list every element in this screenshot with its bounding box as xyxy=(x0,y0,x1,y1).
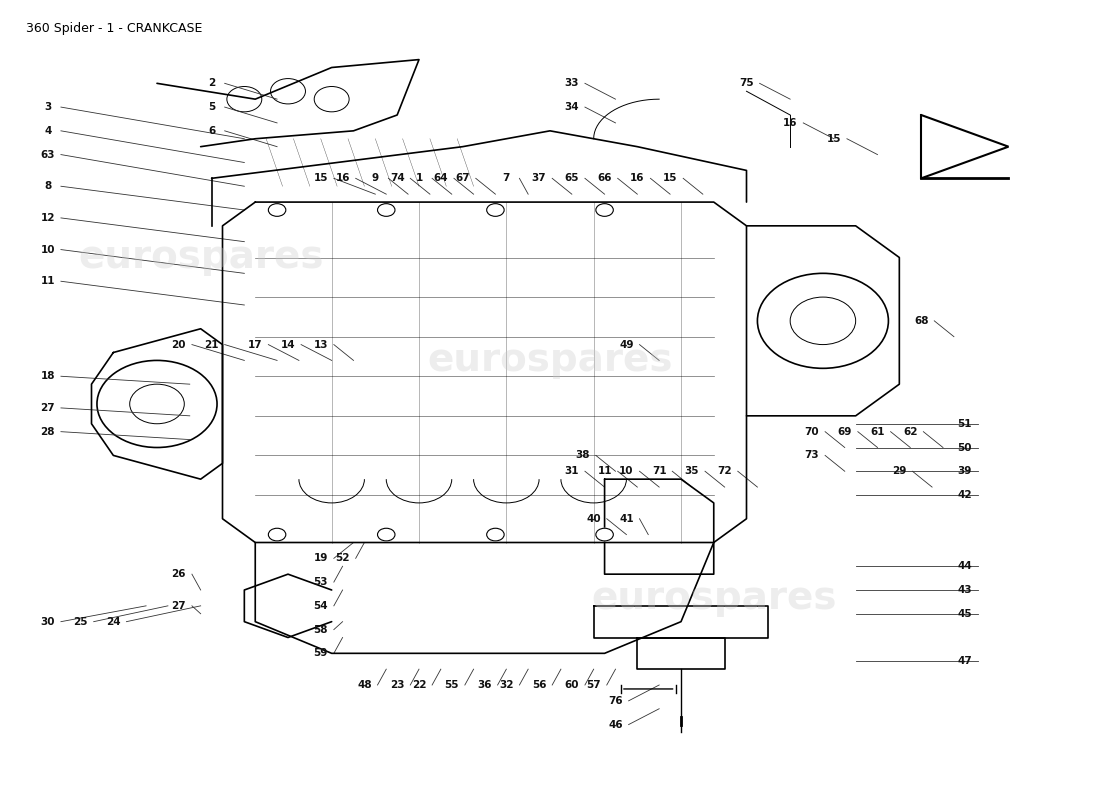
Text: 69: 69 xyxy=(837,426,851,437)
Text: 16: 16 xyxy=(783,118,798,128)
Text: 13: 13 xyxy=(314,339,328,350)
Text: 5: 5 xyxy=(208,102,216,112)
Text: 58: 58 xyxy=(314,625,328,634)
Text: 42: 42 xyxy=(957,490,972,500)
Text: 61: 61 xyxy=(870,426,884,437)
Text: 62: 62 xyxy=(903,426,917,437)
Text: 1: 1 xyxy=(416,174,422,183)
Text: 41: 41 xyxy=(619,514,634,524)
Text: 33: 33 xyxy=(564,78,579,88)
Text: 360 Spider - 1 - CRANKCASE: 360 Spider - 1 - CRANKCASE xyxy=(26,22,202,35)
Text: 55: 55 xyxy=(444,680,459,690)
Text: 64: 64 xyxy=(433,174,448,183)
Text: 10: 10 xyxy=(619,466,634,476)
Text: 76: 76 xyxy=(608,696,623,706)
Text: 38: 38 xyxy=(575,450,590,461)
Text: 27: 27 xyxy=(172,601,186,611)
Text: 44: 44 xyxy=(957,562,972,571)
Text: 7: 7 xyxy=(503,174,510,183)
Text: 15: 15 xyxy=(314,174,328,183)
Circle shape xyxy=(377,528,395,541)
Text: 34: 34 xyxy=(564,102,579,112)
Text: 67: 67 xyxy=(455,174,470,183)
Text: 20: 20 xyxy=(172,339,186,350)
Text: 16: 16 xyxy=(336,174,350,183)
Text: 53: 53 xyxy=(314,577,328,587)
Text: 51: 51 xyxy=(958,418,972,429)
Text: 57: 57 xyxy=(586,680,601,690)
Text: 54: 54 xyxy=(314,601,328,611)
Text: eurospares: eurospares xyxy=(591,579,836,617)
Text: 6: 6 xyxy=(208,126,216,136)
Text: 75: 75 xyxy=(739,78,754,88)
Text: 23: 23 xyxy=(389,680,405,690)
Text: 2: 2 xyxy=(208,78,216,88)
Text: 56: 56 xyxy=(531,680,547,690)
Text: 19: 19 xyxy=(314,554,328,563)
Circle shape xyxy=(268,204,286,216)
Circle shape xyxy=(377,204,395,216)
Text: 14: 14 xyxy=(280,339,295,350)
Text: 40: 40 xyxy=(586,514,601,524)
Text: 47: 47 xyxy=(957,656,972,666)
Text: 4: 4 xyxy=(44,126,52,136)
Text: 10: 10 xyxy=(41,245,55,254)
Text: 72: 72 xyxy=(717,466,732,476)
Text: 28: 28 xyxy=(41,426,55,437)
Text: 9: 9 xyxy=(372,174,378,183)
Circle shape xyxy=(486,204,504,216)
Text: 60: 60 xyxy=(564,680,579,690)
Circle shape xyxy=(596,528,614,541)
Circle shape xyxy=(268,528,286,541)
Text: 31: 31 xyxy=(564,466,579,476)
Text: 71: 71 xyxy=(652,466,667,476)
Text: 21: 21 xyxy=(205,339,219,350)
Text: 73: 73 xyxy=(805,450,820,461)
Text: 24: 24 xyxy=(106,617,121,626)
Text: 11: 11 xyxy=(597,466,612,476)
Text: 66: 66 xyxy=(597,174,612,183)
Text: 32: 32 xyxy=(499,680,514,690)
Text: 63: 63 xyxy=(41,150,55,159)
Text: 43: 43 xyxy=(957,585,972,595)
Text: 70: 70 xyxy=(805,426,820,437)
Circle shape xyxy=(596,204,614,216)
Text: 45: 45 xyxy=(957,609,972,618)
Text: 26: 26 xyxy=(172,569,186,579)
Text: eurospares: eurospares xyxy=(78,238,323,277)
Text: 50: 50 xyxy=(958,442,972,453)
Text: 11: 11 xyxy=(41,276,55,286)
Text: 74: 74 xyxy=(389,174,405,183)
Text: 16: 16 xyxy=(630,174,645,183)
Text: 59: 59 xyxy=(314,648,328,658)
Text: 18: 18 xyxy=(41,371,55,382)
Text: 39: 39 xyxy=(958,466,972,476)
Text: 37: 37 xyxy=(531,174,547,183)
Text: 17: 17 xyxy=(248,339,263,350)
Text: 22: 22 xyxy=(411,680,426,690)
Text: 27: 27 xyxy=(41,403,55,413)
Text: 36: 36 xyxy=(477,680,492,690)
Text: 25: 25 xyxy=(74,617,88,626)
Text: 15: 15 xyxy=(826,134,842,144)
Text: 46: 46 xyxy=(608,719,623,730)
Text: 68: 68 xyxy=(914,316,928,326)
Text: 8: 8 xyxy=(44,182,52,191)
Text: 52: 52 xyxy=(336,554,350,563)
Text: 30: 30 xyxy=(41,617,55,626)
Text: 15: 15 xyxy=(663,174,678,183)
Text: 48: 48 xyxy=(358,680,372,690)
Text: 29: 29 xyxy=(892,466,906,476)
Text: 65: 65 xyxy=(564,174,579,183)
Circle shape xyxy=(486,528,504,541)
Text: 3: 3 xyxy=(44,102,52,112)
Text: eurospares: eurospares xyxy=(427,342,673,379)
Text: 35: 35 xyxy=(684,466,700,476)
Text: 49: 49 xyxy=(619,339,634,350)
Text: 12: 12 xyxy=(41,213,55,223)
